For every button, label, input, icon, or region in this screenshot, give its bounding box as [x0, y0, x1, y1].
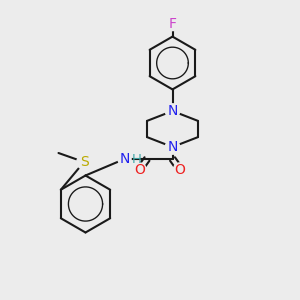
- Circle shape: [133, 163, 146, 176]
- Text: O: O: [175, 163, 185, 176]
- Circle shape: [77, 155, 91, 169]
- Text: N: N: [119, 152, 130, 166]
- Circle shape: [118, 152, 131, 166]
- Text: H: H: [132, 153, 141, 166]
- Text: O: O: [134, 163, 145, 176]
- Text: N: N: [167, 104, 178, 118]
- Text: N: N: [167, 140, 178, 154]
- Circle shape: [166, 17, 179, 31]
- Circle shape: [165, 104, 180, 118]
- Circle shape: [173, 163, 187, 176]
- Text: F: F: [169, 17, 176, 31]
- Text: S: S: [80, 155, 88, 169]
- Circle shape: [165, 140, 180, 154]
